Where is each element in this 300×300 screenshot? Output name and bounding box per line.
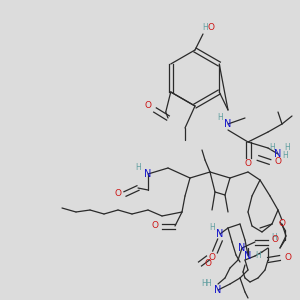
Text: N: N bbox=[214, 285, 222, 295]
Text: H: H bbox=[269, 143, 275, 152]
Text: H: H bbox=[282, 152, 288, 160]
Text: O: O bbox=[278, 220, 286, 229]
Text: H: H bbox=[205, 280, 211, 289]
Text: N: N bbox=[224, 119, 232, 129]
Text: H: H bbox=[202, 23, 208, 32]
Text: O: O bbox=[274, 158, 281, 166]
Text: O: O bbox=[205, 260, 212, 268]
Text: O: O bbox=[284, 254, 292, 262]
Text: N: N bbox=[244, 251, 252, 261]
Text: N: N bbox=[216, 229, 224, 239]
Text: N: N bbox=[238, 243, 246, 253]
Text: O: O bbox=[272, 236, 278, 244]
Text: H: H bbox=[209, 224, 215, 232]
Text: N: N bbox=[144, 169, 152, 179]
Text: H: H bbox=[135, 164, 141, 172]
Text: H: H bbox=[255, 251, 261, 260]
Text: H: H bbox=[284, 143, 290, 152]
Text: O: O bbox=[244, 160, 251, 169]
Text: H: H bbox=[217, 113, 223, 122]
Text: O: O bbox=[152, 221, 158, 230]
Text: O: O bbox=[208, 23, 214, 32]
Text: H: H bbox=[271, 233, 277, 242]
Text: O: O bbox=[115, 190, 122, 199]
Text: O: O bbox=[208, 254, 215, 262]
Text: H: H bbox=[201, 280, 207, 289]
Text: O: O bbox=[145, 101, 152, 110]
Text: N: N bbox=[274, 149, 282, 159]
